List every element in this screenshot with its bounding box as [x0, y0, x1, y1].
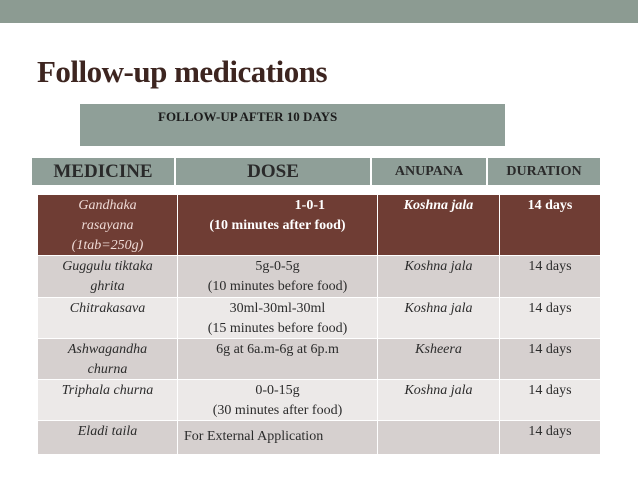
table-row: Eladi taila For External Application 14 …: [38, 421, 600, 455]
header-dose: DOSE: [176, 158, 372, 185]
medicine-cell: Triphala churna: [38, 380, 178, 420]
dose-line: (10 minutes before food): [207, 279, 348, 294]
dose-cell: 6g at 6a.m-6g at 6p.m: [178, 339, 378, 379]
duration-cell: 14 days: [528, 342, 572, 357]
duration-cell: 14 days: [528, 424, 572, 439]
medicine-line: churna: [87, 362, 128, 377]
dose-line: 5g-0-5g: [255, 259, 300, 274]
dose-cell: 5g-0-5g (10 minutes before food): [178, 256, 378, 297]
dose-line: For External Application: [184, 429, 324, 444]
table-row: Gandhaka rasayana (1tab=250g) 1-0-1 (10 …: [38, 195, 600, 256]
header-duration: DURATION: [488, 158, 600, 185]
duration-cell: 14 days: [528, 301, 572, 316]
table-row: Ashwagandha churna 6g at 6a.m-6g at 6p.m…: [38, 339, 600, 380]
header-anupana: ANUPANA: [372, 158, 488, 185]
duration-cell: 14 days: [528, 259, 572, 274]
anupana-cell: Koshna jala: [378, 195, 500, 255]
medicine-cell: Chitrakasava: [38, 298, 178, 338]
top-decorative-band: [0, 0, 638, 23]
medicine-line: (1tab=250g): [71, 238, 144, 253]
table-row: Guggulu tiktaka ghrita 5g-0-5g (10 minut…: [38, 256, 600, 298]
subtitle-text: FOLLOW-UP AFTER 10 DAYS: [158, 109, 338, 124]
subtitle-banner: FOLLOW-UP AFTER 10 DAYS: [80, 104, 505, 146]
dose-line: (15 minutes before food): [207, 321, 348, 336]
medicine-cell: Guggulu tiktaka ghrita: [38, 256, 178, 297]
slide-title: Follow-up medications: [37, 54, 328, 89]
anupana-cell: Ksheera: [378, 339, 500, 379]
medicine-line: ghrita: [90, 279, 125, 294]
medication-table: Gandhaka rasayana (1tab=250g) 1-0-1 (10 …: [38, 195, 600, 455]
dose-line: (10 minutes after food): [209, 218, 346, 233]
dose-cell: 30ml-30ml-30ml (15 minutes before food): [178, 298, 378, 338]
dose-cell: 1-0-1 (10 minutes after food): [178, 195, 378, 255]
dose-line: (30 minutes after food): [212, 403, 343, 418]
table-row: Chitrakasava 30ml-30ml-30ml (15 minutes …: [38, 298, 600, 339]
table-header-row: MEDICINE DOSE ANUPANA DURATION: [32, 158, 600, 185]
medicine-line: Triphala churna: [61, 383, 154, 398]
anupana-cell: Koshna jala: [378, 256, 500, 297]
anupana-cell: Koshna jala: [378, 298, 500, 338]
medicine-line: Ashwagandha: [67, 342, 148, 357]
medicine-line: Eladi taila: [77, 424, 138, 439]
duration-cell: 14 days: [527, 198, 573, 213]
medicine-cell: Ashwagandha churna: [38, 339, 178, 379]
duration-cell: 14 days: [528, 383, 572, 398]
anupana-cell: Koshna jala: [378, 380, 500, 420]
dose-cell: For External Application: [178, 421, 378, 454]
dose-line: 1-0-1: [294, 198, 325, 213]
medicine-line: rasayana: [81, 218, 134, 233]
medicine-line: Gandhaka: [78, 198, 137, 213]
medicine-line: Guggulu tiktaka: [62, 259, 153, 274]
header-medicine: MEDICINE: [32, 158, 176, 185]
medicine-cell: Eladi taila: [38, 421, 178, 454]
medicine-cell: Gandhaka rasayana (1tab=250g): [38, 195, 178, 255]
dose-line: 30ml-30ml-30ml: [229, 301, 326, 316]
table-row: Triphala churna 0-0-15g (30 minutes afte…: [38, 380, 600, 421]
medicine-line: Chitrakasava: [69, 301, 146, 316]
anupana-cell: [378, 421, 500, 454]
dose-cell: 0-0-15g (30 minutes after food): [178, 380, 378, 420]
dose-line: 6g at 6a.m-6g at 6p.m: [216, 342, 339, 357]
dose-line: 0-0-15g: [255, 383, 300, 398]
